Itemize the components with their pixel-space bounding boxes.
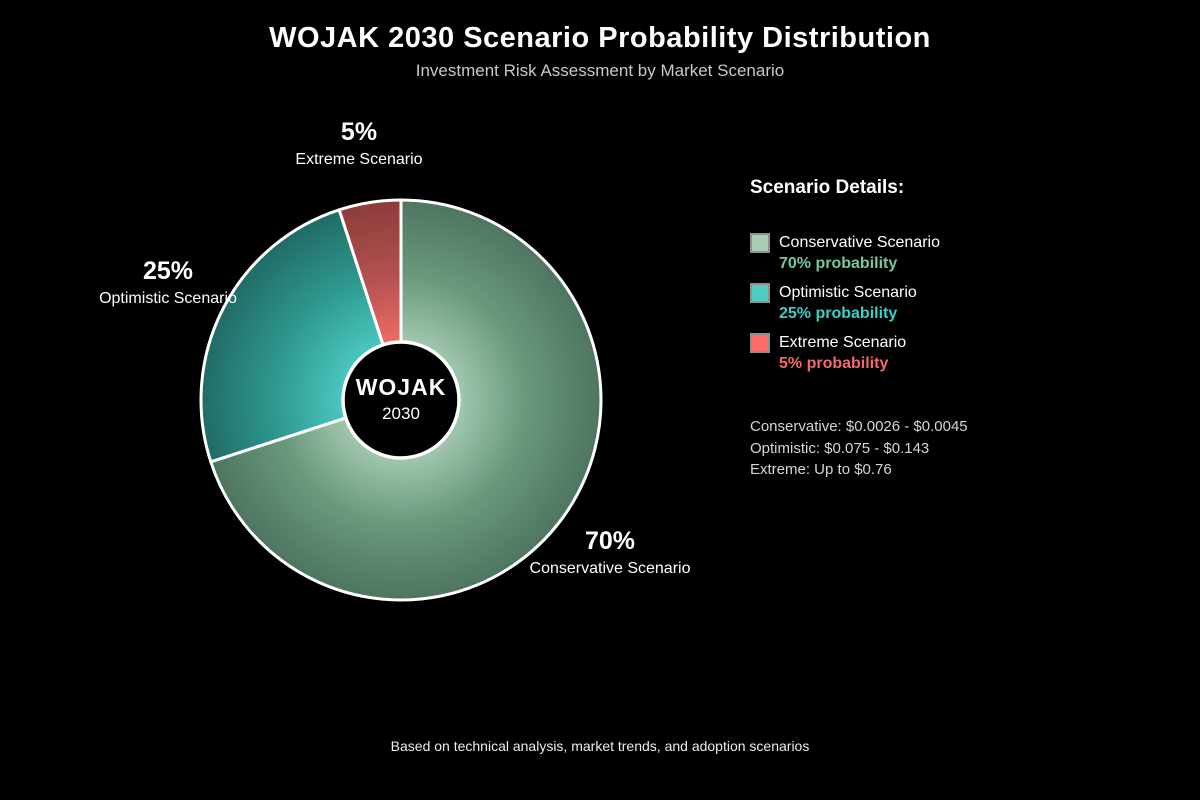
color-swatch-icon (750, 283, 770, 303)
legend-item-label: Extreme Scenario (779, 334, 907, 351)
page-subtitle: Investment Risk Assessment by Market Sce… (415, 61, 785, 80)
color-swatch-icon (750, 233, 770, 253)
legend-item-probability: 5% probability (779, 355, 889, 372)
legend-item-optimistic: Optimistic Scenario 25% probability (750, 282, 940, 324)
legend-item-extreme: Extreme Scenario 5% probability (750, 332, 940, 374)
slice-name: Conservative Scenario (529, 560, 691, 577)
slice-percentage: 25% (142, 257, 194, 285)
slice-callout-extreme: 5% Extreme Scenario (295, 118, 422, 169)
legend-item-label: Conservative Scenario (779, 234, 940, 251)
legend-item-probability: 25% probability (779, 305, 898, 322)
legend-item-probability: 70% probability (779, 255, 898, 272)
color-swatch-icon (750, 333, 770, 353)
slice-percentage: 5% (340, 118, 378, 146)
chart-header: WOJAK 2030 Scenario Probability Distribu… (0, 21, 1200, 81)
footer-note: Based on technical analysis, market tren… (390, 738, 810, 754)
price-line-extreme: Extreme: Up to $0.76 (750, 461, 892, 478)
donut-center-circle (341, 340, 461, 460)
slice-percentage: 70% (584, 527, 636, 555)
footer: Based on technical analysis, market tren… (0, 738, 1200, 756)
donut-center-title: WOJAK (356, 374, 447, 400)
slice-name: Optimistic Scenario (99, 290, 237, 307)
price-targets: Conservative: $0.0026 - $0.0045 Optimist… (750, 416, 968, 481)
slice-callout-conservative: 70% Conservative Scenario (530, 527, 691, 578)
donut-center-year: 2030 (382, 404, 420, 423)
price-line-conservative: Conservative: $0.0026 - $0.0045 (750, 418, 968, 435)
slice-name: Extreme Scenario (295, 151, 423, 168)
legend-item-conservative: Conservative Scenario 70% probability (750, 232, 940, 274)
legend: Scenario Details: Conservative Scenario … (750, 177, 940, 382)
legend-heading: Scenario Details: (750, 177, 905, 198)
donut-chart-svg: WOJAK 2030 (199, 198, 603, 602)
price-line-optimistic: Optimistic: $0.075 - $0.143 (750, 439, 930, 457)
slice-callout-optimistic: 25% Optimistic Scenario (99, 257, 237, 308)
donut-chart: WOJAK 2030 (150, 149, 652, 651)
legend-item-label: Optimistic Scenario (779, 284, 917, 301)
page-title: WOJAK 2030 Scenario Probability Distribu… (269, 22, 931, 54)
